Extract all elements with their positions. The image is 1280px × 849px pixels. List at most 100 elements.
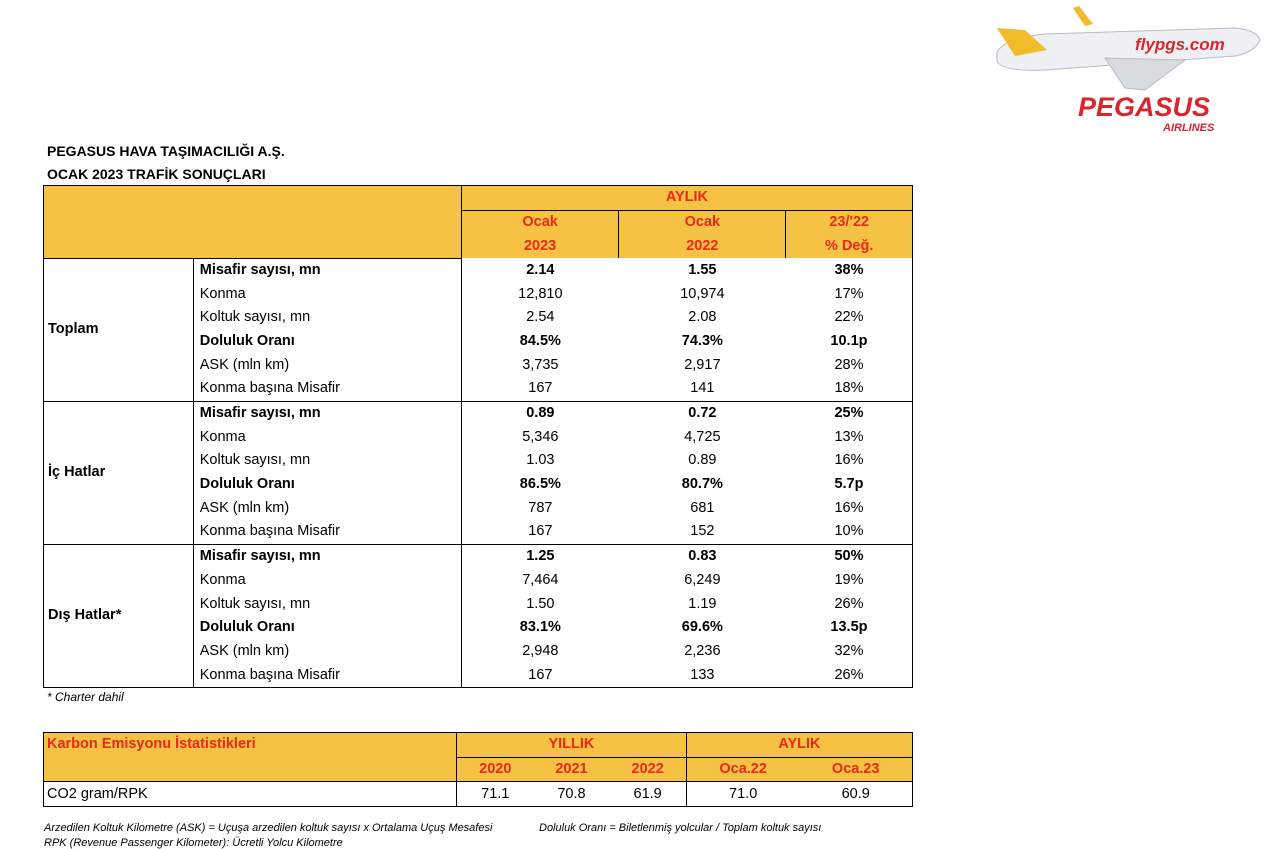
cell: 10,974 — [680, 285, 725, 302]
row-label: ASK (mln km) — [193, 639, 462, 664]
cell: 2,948 — [522, 642, 559, 659]
section-name: İç Hatlar — [43, 400, 194, 545]
cell: 681 — [690, 499, 715, 516]
data-row: Konma 12,810 10,974 17% — [44, 282, 913, 306]
cell: 1.19 — [688, 595, 717, 612]
column-header: 2023 — [461, 234, 620, 259]
row-label: Misafir sayısı, mn — [193, 544, 462, 569]
cell: 83.1% — [519, 619, 561, 636]
cell: 17% — [785, 282, 913, 306]
cell: 10.1p — [785, 329, 913, 354]
row-label: Konma — [193, 282, 462, 306]
cell: 167 — [461, 377, 619, 402]
plane-wing — [1104, 57, 1187, 91]
data-row: Koltuk sayısı, mn 1.50 1.19 26% — [44, 592, 913, 616]
traffic-table: AYLIK Ocak Ocak 23/'22 2023 2022% Değ. Toplam M… — [43, 185, 914, 688]
column-header: 2021 — [533, 757, 610, 783]
data-row: Konma başına Misafir 167 152 10% — [44, 520, 913, 545]
note: RPK (Revenue Passenger Kilometer): Ücret… — [44, 837, 343, 849]
row-label: Doluluk Oranı — [193, 329, 462, 354]
cell: 1.50 — [526, 595, 555, 612]
column-header: Ocak — [618, 210, 787, 235]
header-row: 2020 2021 2022 Oca.22 Oca.23 — [44, 757, 914, 783]
cell: 3,735 — [522, 356, 559, 373]
data-row: Doluluk Oranı 86.5% 80.7% 5.7p — [44, 472, 913, 497]
row-label: Koltuk sayısı, mn — [193, 449, 462, 473]
cell: 86.5% — [519, 476, 561, 493]
column-header: Ocak — [461, 210, 620, 235]
row-label: ASK (mln km) — [193, 353, 462, 377]
cell: 5.7p — [785, 472, 913, 497]
cell: 167 — [461, 663, 619, 688]
data-row: Konma başına Misafir 167 133 26% — [44, 663, 913, 688]
cell: 84.5% — [519, 332, 561, 349]
report-title: OCAK 2023 TRAFİK SONUÇLARI — [47, 166, 266, 182]
cell: 1.55 — [688, 261, 717, 278]
cell: 2,236 — [684, 642, 721, 659]
cell: 0.83 — [688, 548, 717, 565]
cell: 70.8 — [533, 781, 610, 808]
cell: 6,249 — [684, 571, 721, 588]
header-row: 2023 2022% Değ. — [44, 234, 913, 259]
group-header: YILLIK — [456, 732, 687, 758]
row-label: Misafir sayısı, mn — [193, 401, 462, 426]
cell: 71.0 — [686, 781, 800, 808]
cell: 0.89 — [526, 405, 555, 422]
header-row: AYLIK — [43, 185, 914, 259]
row-label: Konma başına Misafir — [193, 520, 462, 545]
cell: 13% — [785, 425, 913, 450]
cell: 38% — [785, 258, 913, 283]
row-label: Koltuk sayısı, mn — [193, 592, 462, 616]
cell: 18% — [785, 377, 913, 402]
cell: 22% — [785, 305, 913, 330]
row-label: Koltuk sayısı, mn — [193, 305, 462, 330]
row-label: Konma — [193, 425, 462, 450]
data-row: Toplam Misafir sayısı, mn 2.14 1.55 38% — [43, 257, 913, 402]
data-row: ASK (mln km) 3,735 2,917 28% — [44, 353, 913, 377]
cell: 19% — [785, 568, 913, 593]
carbon-table: Karbon Emisyonu İstatistikleri YILLIK AYLI… — [43, 731, 914, 808]
data-row: ASK (mln km) 787 681 16% — [44, 496, 913, 521]
row-label: Doluluk Oranı — [193, 472, 462, 497]
cell: 16% — [785, 449, 913, 473]
cell: 13.5p — [785, 615, 913, 640]
data-row: İç Hatlar Misafir sayısı, mn 0.89 0.72 25% — [43, 400, 913, 545]
cell: 60.9 — [799, 781, 914, 808]
row-label: Konma başına Misafir — [193, 663, 462, 688]
cell: 16% — [785, 496, 913, 521]
note: Doluluk Oranı = Biletlenmiş yolcular / T… — [539, 822, 822, 834]
header-row: Ocak Ocak 23/'22 — [44, 210, 913, 235]
row-label: CO2 gram/RPK — [43, 781, 457, 808]
column-header: 2022 — [618, 234, 787, 259]
group-header: AYLIK — [460, 185, 914, 211]
cell: 71.1 — [456, 781, 534, 808]
cell: 10% — [785, 520, 913, 545]
logo: flypgs.com PEGASUS AIRLINES — [996, 6, 1261, 134]
cell: 2,917 — [684, 356, 721, 373]
cell: 2.54 — [526, 309, 555, 326]
section-name: Dış Hatlar* — [43, 543, 194, 688]
cell: 32% — [785, 639, 913, 664]
section-name: Toplam — [43, 257, 194, 402]
row-label: Doluluk Oranı — [193, 615, 462, 640]
cell: 2.14 — [526, 261, 555, 278]
logo-site: flypgs.com — [1135, 35, 1225, 54]
cell: 12,810 — [518, 285, 563, 302]
cell: 74.3% — [681, 332, 723, 349]
data-row: Doluluk Oranı 84.5% 74.3% 10.1p — [44, 329, 913, 354]
plane-tail — [997, 28, 1047, 56]
data-row: Konma 7,464 6,249 19% — [44, 568, 913, 593]
group-header: AYLIK — [685, 732, 914, 758]
cell: 4,725 — [684, 428, 721, 445]
cell: 0.89 — [688, 452, 717, 469]
data-row: Konma 5,346 4,725 13% — [44, 425, 913, 450]
cell: 2.08 — [688, 309, 717, 326]
cell: 167 — [461, 520, 619, 545]
data-row: Konma başına Misafir 167 141 18% — [44, 377, 913, 402]
cell: 26% — [785, 663, 913, 688]
data-row: Dış Hatlar* Misafir sayısı, mn 1.25 0.83 50% — [43, 543, 913, 688]
column-header: 23/'22 — [785, 210, 913, 235]
cell: 141 — [618, 377, 786, 402]
cell: 1.25 — [526, 548, 555, 565]
